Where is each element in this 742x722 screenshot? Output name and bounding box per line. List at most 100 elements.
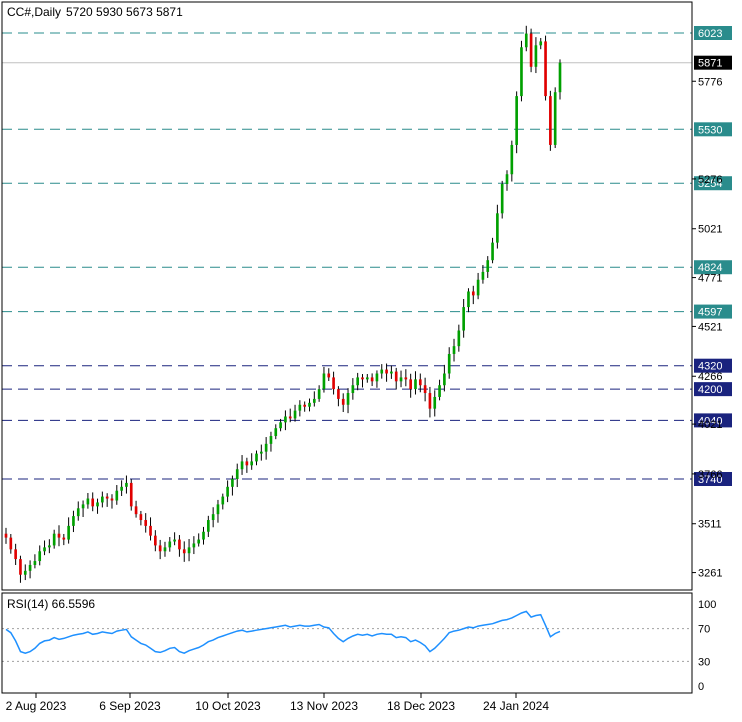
candle-body-bull xyxy=(486,260,490,272)
level-tag-bg-5254 xyxy=(694,176,732,191)
candle-body-bear xyxy=(337,389,340,399)
candle-body-bull xyxy=(187,547,191,554)
candle-body-bull xyxy=(96,502,99,507)
candle-body-bull xyxy=(235,469,239,479)
level-tag-label-4597: 4597 xyxy=(698,307,722,319)
candle-body-bull xyxy=(346,393,350,405)
candle-body-bull xyxy=(216,504,220,515)
candle-body-bear xyxy=(154,535,157,546)
price-tick-label: 5021 xyxy=(698,224,722,236)
candle-body-bull xyxy=(192,543,196,548)
date-tick-label: 24 Jan 2024 xyxy=(483,699,549,713)
candle-body-bull xyxy=(120,486,123,491)
candle-body-bull xyxy=(534,45,538,67)
level-tag-bg-4040 xyxy=(694,413,732,428)
candle-body-bull xyxy=(279,422,282,429)
candle-body-bear xyxy=(91,498,95,507)
level-tag-bg-4824 xyxy=(694,260,732,275)
candle-body-bull xyxy=(447,353,451,374)
candle-body-bull xyxy=(163,547,167,552)
candle-body-bear xyxy=(144,520,148,526)
candle-body-bear xyxy=(370,377,374,382)
candle-body-bull xyxy=(539,41,543,46)
rsi-pane-border xyxy=(1,592,693,694)
rsi-tick-label: 100 xyxy=(698,599,716,611)
level-tag-label-6023: 6023 xyxy=(698,28,722,40)
candle-body-bear xyxy=(134,506,138,515)
level-tag-label-4200: 4200 xyxy=(698,384,722,396)
candle-body-bull xyxy=(43,547,46,552)
candle-body-bear xyxy=(529,33,533,67)
candle-body-bull xyxy=(255,453,258,462)
candle-body-bear xyxy=(4,533,8,538)
candle-body-bull xyxy=(462,307,465,331)
candle-body-bull xyxy=(443,373,446,386)
candle-body-bull xyxy=(197,539,201,544)
candle-body-bull xyxy=(351,385,355,394)
price-tick-label: 3261 xyxy=(698,568,722,580)
candle-body-bull xyxy=(226,486,229,497)
candle-body-bear xyxy=(471,291,475,296)
candle-body-bear xyxy=(428,393,432,409)
date-tick-label: 18 Dec 2023 xyxy=(387,699,455,713)
level-tag-bg-4200 xyxy=(694,382,732,397)
candle-body-bull xyxy=(317,389,321,399)
candle-body-bull xyxy=(38,551,42,562)
candle-body-bull xyxy=(284,416,287,423)
candle-body-bull xyxy=(500,184,504,214)
candle-body-bear xyxy=(341,398,345,405)
candle-body-bull xyxy=(52,533,56,546)
candle-body-bull xyxy=(72,516,75,526)
candle-body-bull xyxy=(467,291,470,308)
candle-body-bear xyxy=(327,373,331,378)
candle-body-bear xyxy=(57,533,61,538)
candle-body-bear xyxy=(9,537,13,550)
level-tag-bg-5530 xyxy=(694,122,732,137)
price-tick-label: 4521 xyxy=(698,321,722,333)
candle-body-bull xyxy=(23,570,27,575)
price-tick-label: 5276 xyxy=(698,174,722,186)
candle-body-bull xyxy=(505,174,509,185)
candle-body-bull xyxy=(558,62,562,93)
candle-body-bear xyxy=(404,377,408,380)
price-tick-label: 3511 xyxy=(698,519,722,531)
rsi-title: RSI(14) 66.5596 xyxy=(7,597,95,611)
candle-body-bear xyxy=(19,559,22,575)
candle-body-bull xyxy=(168,541,172,548)
candle-body-bull xyxy=(553,92,557,145)
candle-body-bear xyxy=(62,537,66,540)
rsi-line xyxy=(5,610,561,655)
candle-body-bear xyxy=(385,369,388,374)
candle-body-bull xyxy=(293,410,297,419)
candle-body-bull xyxy=(365,377,369,380)
price-tick-label: 4771 xyxy=(698,273,722,285)
candle-body-bull xyxy=(81,504,85,509)
main-pane-border xyxy=(1,1,693,591)
candle-body-bull xyxy=(399,377,403,382)
candle-body-bull xyxy=(101,496,104,503)
candle-body-bull xyxy=(322,373,326,390)
level-tag-label-3740: 3740 xyxy=(698,474,722,486)
rsi-tick-label: 70 xyxy=(698,624,710,636)
candle-body-bull xyxy=(211,514,215,521)
candle-body-bull xyxy=(274,428,278,437)
current-price-tag-label: 5871 xyxy=(698,58,722,70)
candle-body-bear xyxy=(288,416,292,419)
candle-body-bull xyxy=(452,346,456,354)
rsi-tick-label: 0 xyxy=(698,681,704,693)
candle-body-bull xyxy=(173,539,176,542)
candle-body-bear xyxy=(549,96,552,145)
candle-body-bull xyxy=(515,96,518,145)
date-tick-label: 13 Nov 2023 xyxy=(290,699,358,713)
candle-body-bear xyxy=(245,461,249,466)
candle-body-bear xyxy=(423,385,427,394)
candle-body-bull xyxy=(207,520,210,532)
price-tick-label: 4266 xyxy=(698,371,722,383)
level-tag-label-4824: 4824 xyxy=(698,262,722,274)
candle-body-bull xyxy=(28,564,32,571)
candle-body-bear xyxy=(129,482,133,507)
candle-body-bull xyxy=(457,330,461,347)
candle-body-bull xyxy=(380,369,384,374)
candle-body-bull xyxy=(231,479,234,487)
candle-body-bear xyxy=(158,545,162,552)
